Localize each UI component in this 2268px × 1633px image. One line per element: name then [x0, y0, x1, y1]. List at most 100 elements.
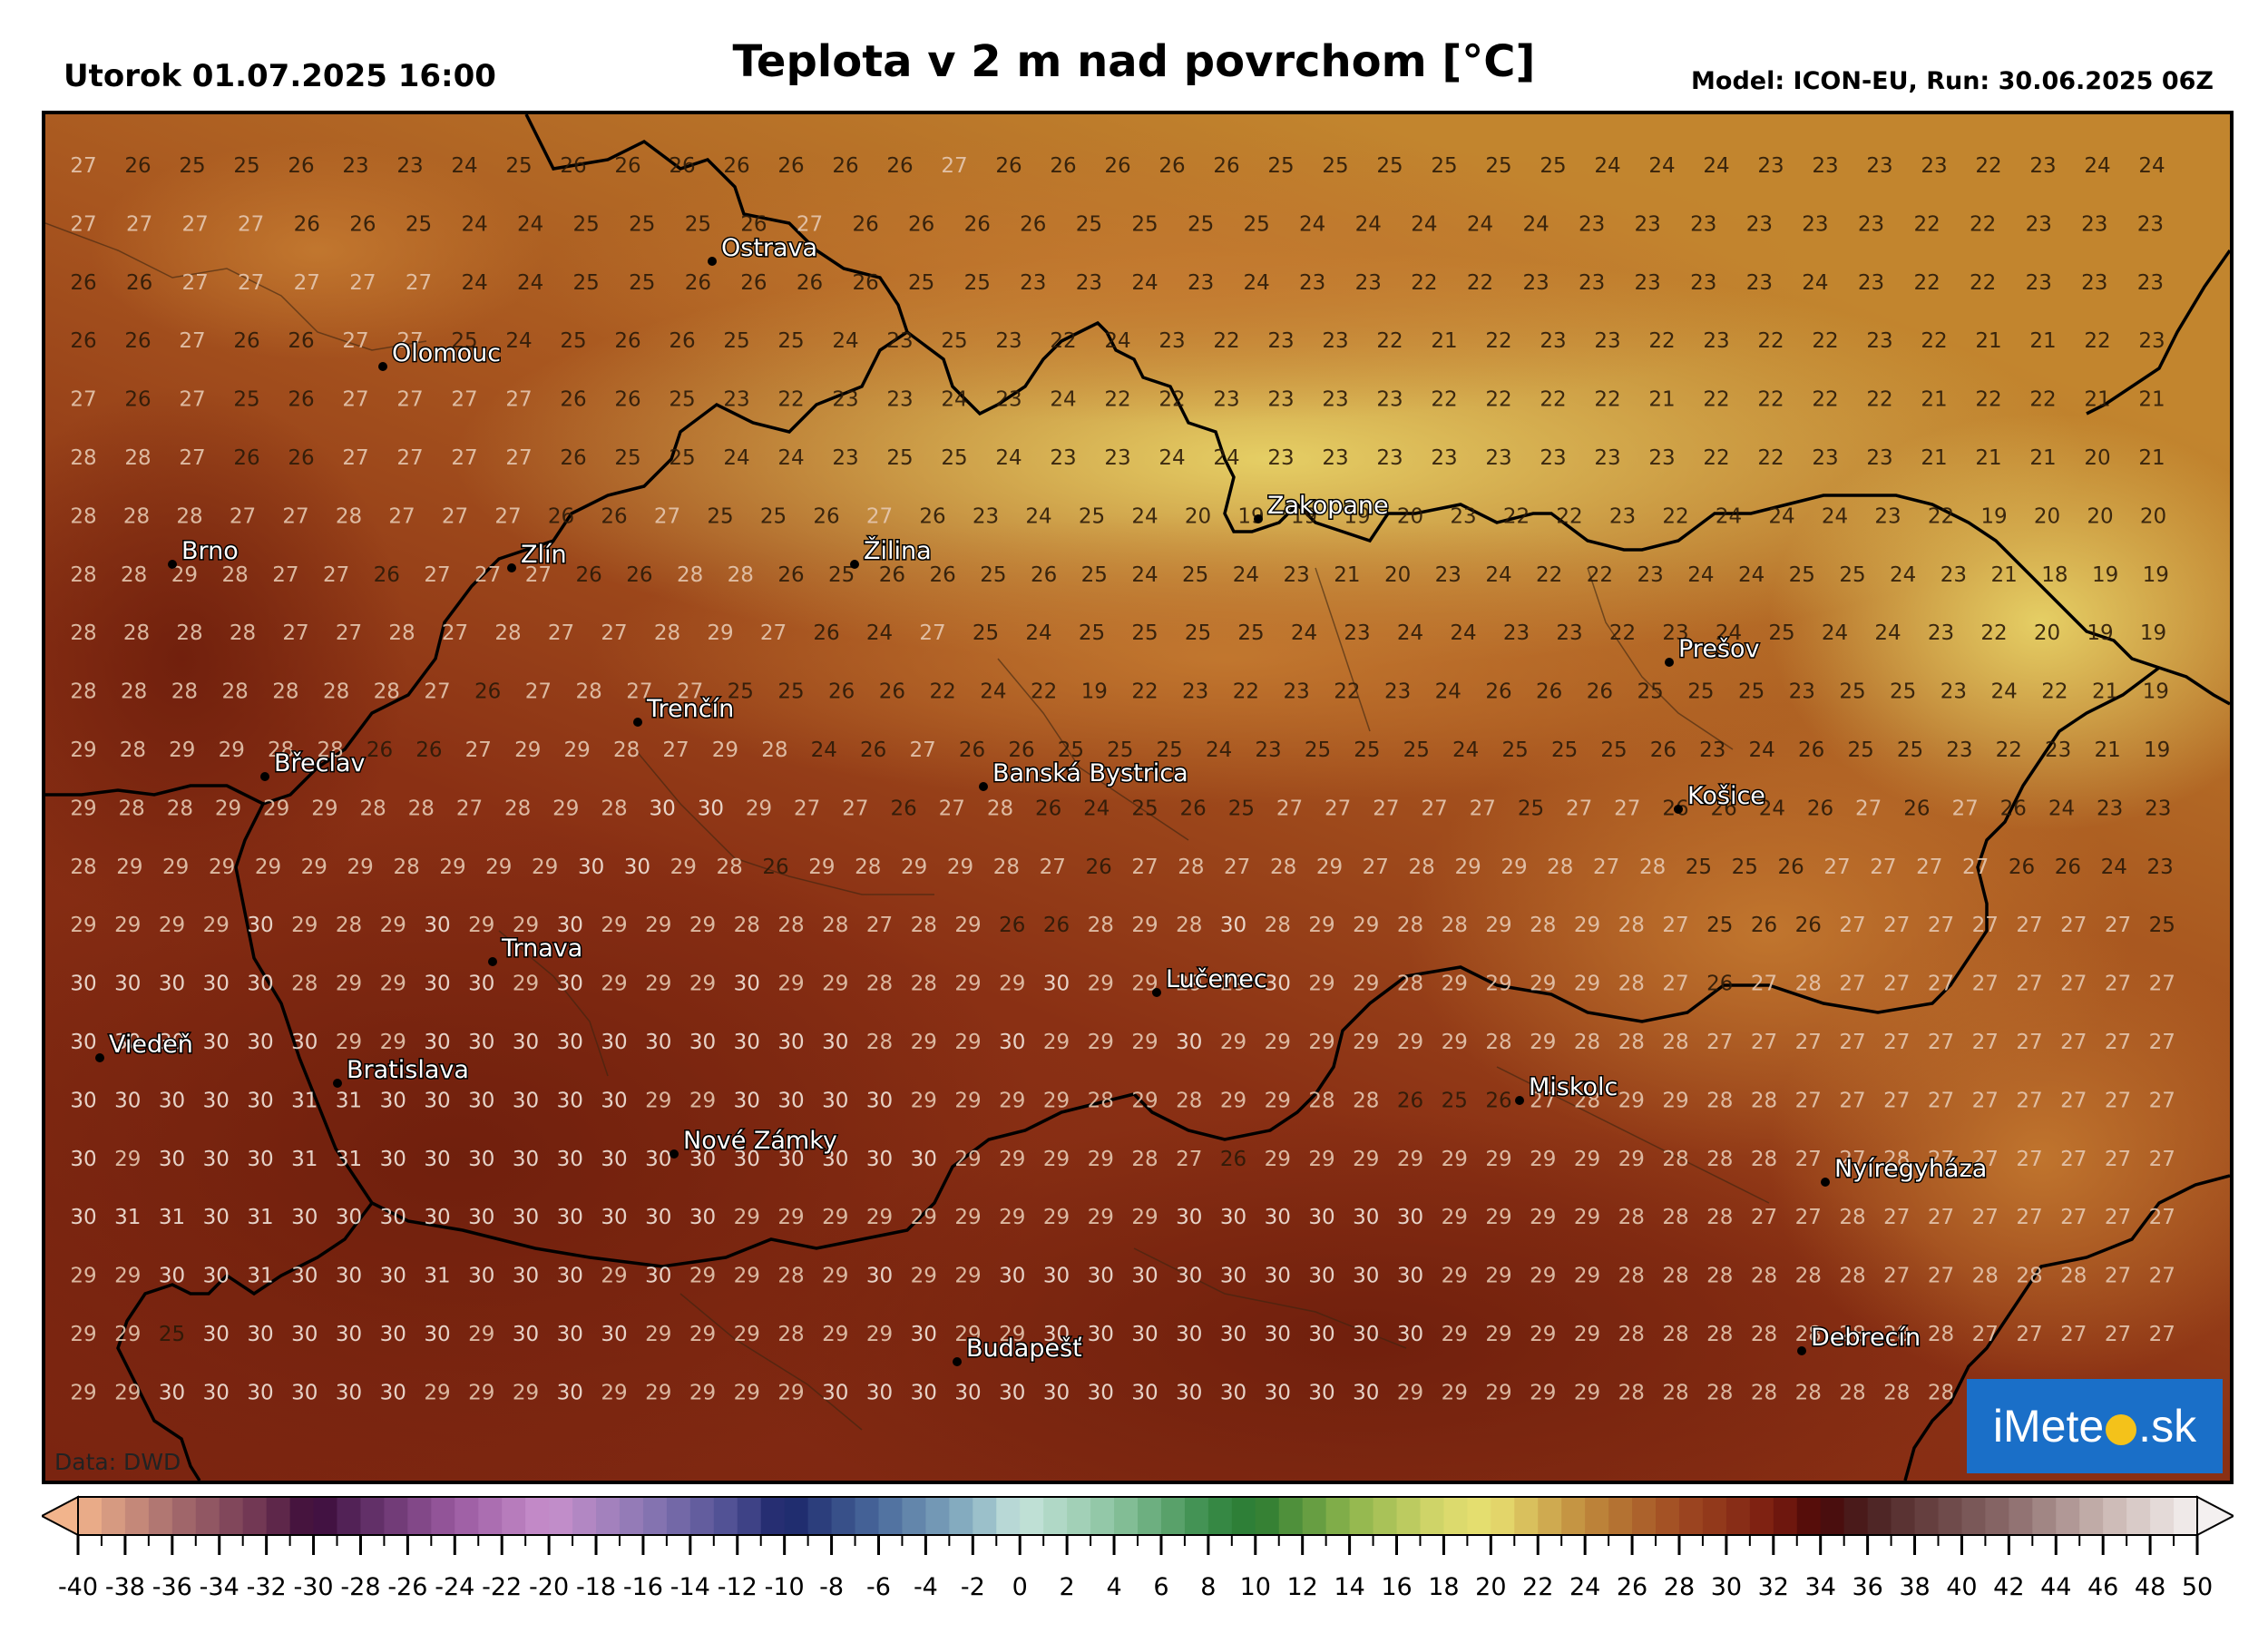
grid-temperature-value: 30 — [1176, 1206, 1202, 1229]
grid-temperature-value: 30 — [203, 1323, 230, 1346]
city-marker[interactable]: Nové Zámky — [670, 1126, 838, 1159]
city-marker[interactable]: Žilina — [850, 535, 933, 569]
grid-temperature-value: 21 — [1990, 563, 2017, 587]
legend-tick-label: 26 — [1617, 1573, 1647, 1601]
grid-temperature-value: 27 — [179, 388, 205, 412]
grid-temperature-value: 30 — [1308, 1381, 1334, 1404]
grid-temperature-value: 29 — [162, 856, 189, 879]
grid-temperature-value: 29 — [468, 1323, 494, 1346]
city-label: Žilina — [864, 536, 932, 565]
city-marker[interactable]: Břeclav — [260, 748, 367, 781]
legend-swatch — [78, 1497, 103, 1535]
legend-tick-label: -28 — [340, 1573, 380, 1601]
city-marker[interactable]: Bratislava — [333, 1055, 470, 1088]
grid-temperature-value: 29 — [1131, 1031, 1158, 1054]
city-marker[interactable]: Viedeň — [95, 1030, 194, 1062]
grid-temperature-value: 27 — [1883, 914, 1910, 937]
city-marker[interactable]: Brno — [168, 536, 240, 569]
grid-temperature-value: 30 — [1131, 1265, 1158, 1288]
city-marker[interactable]: Debrecín — [1797, 1323, 1922, 1355]
legend-swatch — [455, 1497, 479, 1535]
grid-temperature-value: 26 — [886, 154, 913, 178]
grid-temperature-value: 25 — [1322, 154, 1348, 178]
grid-temperature-value: 29 — [822, 973, 848, 996]
city-marker[interactable]: Olomouc — [378, 338, 503, 371]
grid-temperature-value: 28 — [70, 563, 96, 587]
city-marker[interactable]: Trenčín — [633, 694, 736, 727]
grid-temperature-value: 27 — [939, 797, 965, 820]
grid-temperature-value: 28 — [1706, 1381, 1733, 1404]
legend-swatch — [1678, 1497, 1704, 1535]
grid-temperature-value: 29 — [901, 856, 927, 879]
city-marker[interactable]: Banská Bystrica — [979, 758, 1189, 791]
grid-temperature-value: 24 — [1522, 212, 1549, 236]
grid-temperature-value: 25 — [179, 154, 205, 178]
grid-temperature-value: 23 — [1921, 154, 1947, 178]
grid-temperature-value: 28 — [1088, 914, 1114, 937]
grid-temperature-value: 28 — [575, 680, 601, 704]
imeteo-logo[interactable]: iMete .sk — [1967, 1379, 2223, 1473]
grid-temperature-value: 25 — [1890, 680, 1916, 704]
grid-temperature-value: 25 — [964, 271, 991, 295]
grid-temperature-value: 27 — [2016, 914, 2042, 937]
grid-temperature-value: 27 — [282, 621, 308, 645]
map-canvas: 27 26 25 25 26 23 23 24 25 26 26 26 26 26 26 26 27 26 26 26… — [45, 114, 2230, 1481]
grid-temperature-value: 21 — [2029, 446, 2056, 470]
city-marker[interactable]: Nyíregyháza — [1821, 1154, 1989, 1187]
legend-swatch — [1820, 1497, 1845, 1535]
grid-temperature-value: 30 — [424, 1323, 450, 1346]
grid-temperature-value: 23 — [1594, 329, 1620, 353]
grid-temperature-value: 26 — [879, 563, 905, 587]
grid-temperature-value: 31 — [336, 1089, 362, 1112]
city-marker[interactable]: Zlín — [507, 540, 568, 572]
grid-temperature-value: 27 — [70, 388, 96, 412]
grid-temperature-value: 28 — [1751, 1265, 1777, 1288]
grid-temperature-value: 24 — [1411, 212, 1437, 236]
grid-temperature-value: 23 — [1522, 271, 1549, 295]
grid-temperature-value: 25 — [614, 446, 640, 470]
grid-temperature-value: 30 — [1353, 1206, 1379, 1229]
legend-swatch — [313, 1497, 338, 1535]
grid-temperature-value: 27 — [1040, 856, 1066, 879]
grid-temperature-value: 29 — [70, 1381, 96, 1404]
legend-swatch — [384, 1497, 408, 1535]
grid-temperature-value: 23 — [2137, 212, 2164, 236]
city-marker[interactable]: Miskolc — [1515, 1072, 1619, 1105]
grid-temperature-value: 26 — [740, 271, 767, 295]
grid-temperature-value: 30 — [247, 1148, 273, 1171]
grid-temperature-value: 29 — [380, 914, 406, 937]
legend-swatch — [1160, 1497, 1186, 1535]
grid-temperature-value: 26 — [415, 738, 442, 762]
grid-temperature-value: 30 — [424, 914, 450, 937]
legend-tick-label: 16 — [1381, 1573, 1412, 1601]
grid-temperature-value: 26 — [995, 154, 1022, 178]
grid-temperature-value: 24 — [1291, 621, 1317, 645]
city-marker[interactable]: Košice — [1674, 781, 1766, 814]
city-label: Košice — [1687, 782, 1765, 810]
grid-temperature-value: 23 — [1267, 446, 1294, 470]
city-marker[interactable]: Budapešť — [953, 1334, 1084, 1366]
city-marker[interactable]: Trnava — [488, 934, 584, 966]
grid-temperature-value: 18 — [2041, 563, 2068, 587]
grid-temperature-value: 27 — [179, 446, 205, 470]
grid-temperature-value: 24 — [1397, 621, 1423, 645]
legend-swatch — [925, 1497, 950, 1535]
city-marker[interactable]: Lučenec — [1152, 964, 1268, 997]
grid-temperature-value: 25 — [1185, 621, 1211, 645]
temperature-map[interactable]: 27 26 25 25 26 23 23 24 25 26 26 26 26 26 26 26 27 26 26 26… — [42, 111, 2234, 1484]
city-marker[interactable]: Ostrava — [708, 233, 819, 266]
grid-temperature-value: 27 — [2016, 973, 2042, 996]
legend-swatch — [478, 1497, 503, 1535]
grid-temperature-value: 30 — [911, 1381, 937, 1404]
city-marker[interactable]: Prešov — [1665, 634, 1761, 667]
grid-temperature-value: 30 — [1220, 914, 1246, 937]
grid-temperature-value: 25 — [728, 680, 754, 704]
legend-swatch — [1255, 1497, 1280, 1535]
grid-temperature-value: 25 — [1079, 504, 1105, 528]
city-marker[interactable]: Zakopane — [1254, 491, 1390, 523]
grid-temperature-value: 24 — [941, 388, 967, 412]
grid-temperature-value: 25 — [1732, 856, 1758, 879]
grid-temperature-value: 30 — [203, 1206, 230, 1229]
legend-swatch — [713, 1497, 738, 1535]
legend-swatch — [1561, 1497, 1586, 1535]
